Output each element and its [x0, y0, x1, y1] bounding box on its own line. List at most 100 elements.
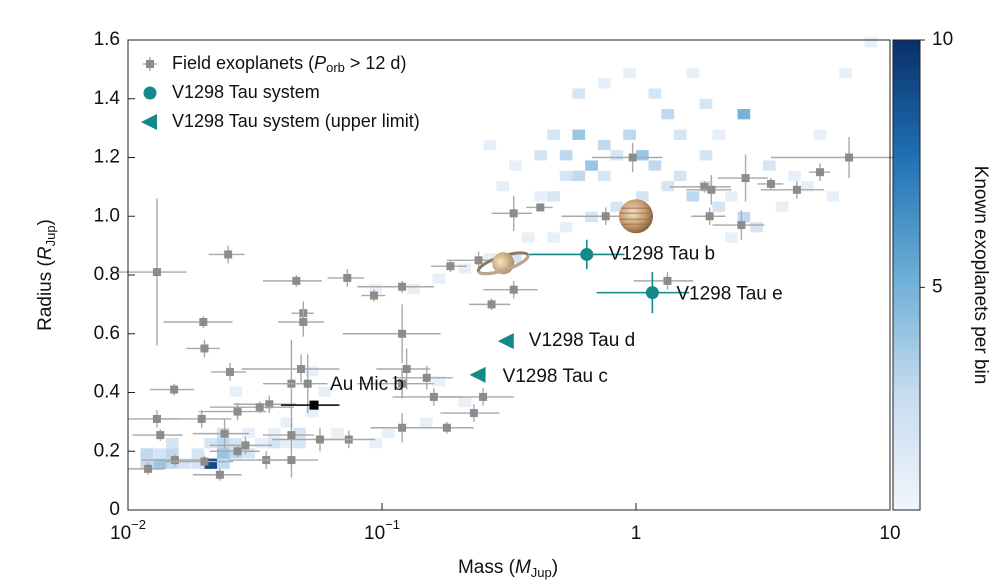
point: [536, 203, 545, 212]
legend-label: Field exoplanets (Porb > 12 d): [172, 53, 406, 76]
heatmap-cell: [686, 191, 700, 202]
heatmap-cell: [178, 458, 192, 469]
colorbar-step: [893, 255, 920, 261]
heatmap-cell: [369, 283, 382, 295]
colorbar-step: [893, 75, 920, 81]
x-axis-label: Mass (MJup): [458, 557, 558, 580]
point: [152, 268, 161, 277]
colorbar-step: [893, 230, 920, 236]
colorbar-step: [893, 310, 920, 316]
x-tick-label: 1: [631, 523, 642, 544]
y-tick-label: 1.0: [94, 205, 120, 226]
heatmap-cell: [699, 98, 713, 110]
colorbar-step: [893, 325, 920, 331]
colorbar-step: [893, 90, 920, 96]
heatmap-cell: [712, 201, 726, 212]
colorbar-step: [893, 120, 920, 126]
colorbar-step: [893, 275, 920, 281]
colorbar-step: [893, 130, 920, 136]
heatmap-cell: [508, 160, 522, 171]
point: [197, 414, 206, 423]
heatmap-cell: [331, 427, 344, 439]
point: [170, 385, 179, 394]
colorbar-step: [893, 215, 920, 221]
point: [241, 441, 250, 450]
legend: Field exoplanets (Porb > 12 d) V1298 Tau …: [141, 53, 420, 131]
heatmap-cell: [140, 448, 154, 459]
heatmap-cell: [483, 139, 497, 151]
point: [233, 447, 242, 456]
colorbar-step: [893, 250, 920, 256]
heatmap-cell: [610, 201, 624, 212]
x-tick-base: 10: [364, 523, 385, 544]
heatmap-cell: [242, 448, 256, 459]
colorbar-step: [893, 300, 920, 306]
colorbar-step: [893, 360, 920, 366]
colorbar-step: [893, 440, 920, 446]
heatmap-cell: [191, 458, 205, 469]
colorbar-step: [893, 315, 920, 321]
point: [343, 273, 352, 282]
colorbar-step: [893, 50, 920, 56]
point-label: V1298 Tau c: [503, 366, 608, 387]
heatmap-cell: [623, 67, 636, 79]
heatmap-cell: [610, 150, 624, 161]
colorbar-step: [893, 245, 920, 251]
heatmap: [140, 37, 878, 469]
colorbar-step: [893, 115, 920, 121]
heatmap-cell: [318, 386, 332, 397]
legend-marker: [141, 114, 157, 130]
colorbar-step: [893, 500, 920, 506]
colorbar-step: [893, 490, 920, 496]
colorbar-step: [893, 165, 920, 171]
heatmap-cell: [724, 191, 738, 202]
marks: [116, 136, 895, 481]
heatmap-cell: [216, 448, 230, 459]
heatmap-cell: [597, 170, 611, 181]
colorbar-step: [893, 105, 920, 111]
colorbar-step: [893, 455, 920, 461]
colorbar-step: [893, 240, 920, 246]
colorbar-step: [893, 265, 920, 271]
colorbar-step: [893, 175, 920, 181]
point-label: V1298 Tau d: [529, 330, 635, 351]
heatmap-cell: [496, 181, 510, 192]
heatmap-cell: [661, 181, 675, 192]
heatmap-cell: [813, 129, 827, 140]
heatmap-cell: [382, 427, 395, 439]
point: [663, 276, 672, 285]
heatmap-cell: [280, 438, 294, 449]
x-tick-exponent: −1: [385, 517, 400, 532]
point: [398, 282, 407, 291]
heatmap-cell: [153, 458, 167, 469]
heatmap-cell: [165, 438, 179, 449]
x-tick-exponent: −2: [131, 517, 146, 532]
legend-label: V1298 Tau system (upper limit): [172, 111, 420, 131]
heatmap-cell: [140, 458, 154, 469]
point: [815, 168, 824, 177]
heatmap-cell: [597, 78, 611, 89]
heatmap-cell: [673, 170, 687, 181]
point: [442, 423, 451, 432]
heatmap-cell: [572, 170, 586, 181]
colorbar-step: [893, 320, 920, 326]
x-tick-label: 10−2: [110, 517, 146, 544]
point: [497, 333, 514, 350]
colorbar-step: [893, 450, 920, 456]
point: [144, 464, 153, 473]
heatmap-cell: [572, 88, 586, 99]
colorbar-step: [893, 365, 920, 371]
heatmap-cell: [153, 448, 167, 459]
heatmap-cell: [242, 427, 256, 439]
point: [580, 247, 594, 261]
colorbar-step: [893, 390, 920, 396]
colorbar-step: [893, 385, 920, 391]
heatmap-cell: [407, 283, 421, 295]
y-tick-label: 0.6: [94, 323, 120, 344]
heatmap-cell: [648, 160, 662, 171]
colorbar-step: [893, 345, 920, 351]
heatmap-cell: [724, 232, 738, 243]
heatmap-cell: [775, 201, 789, 212]
heatmap-cell: [204, 438, 218, 449]
colorbar-step: [893, 140, 920, 146]
